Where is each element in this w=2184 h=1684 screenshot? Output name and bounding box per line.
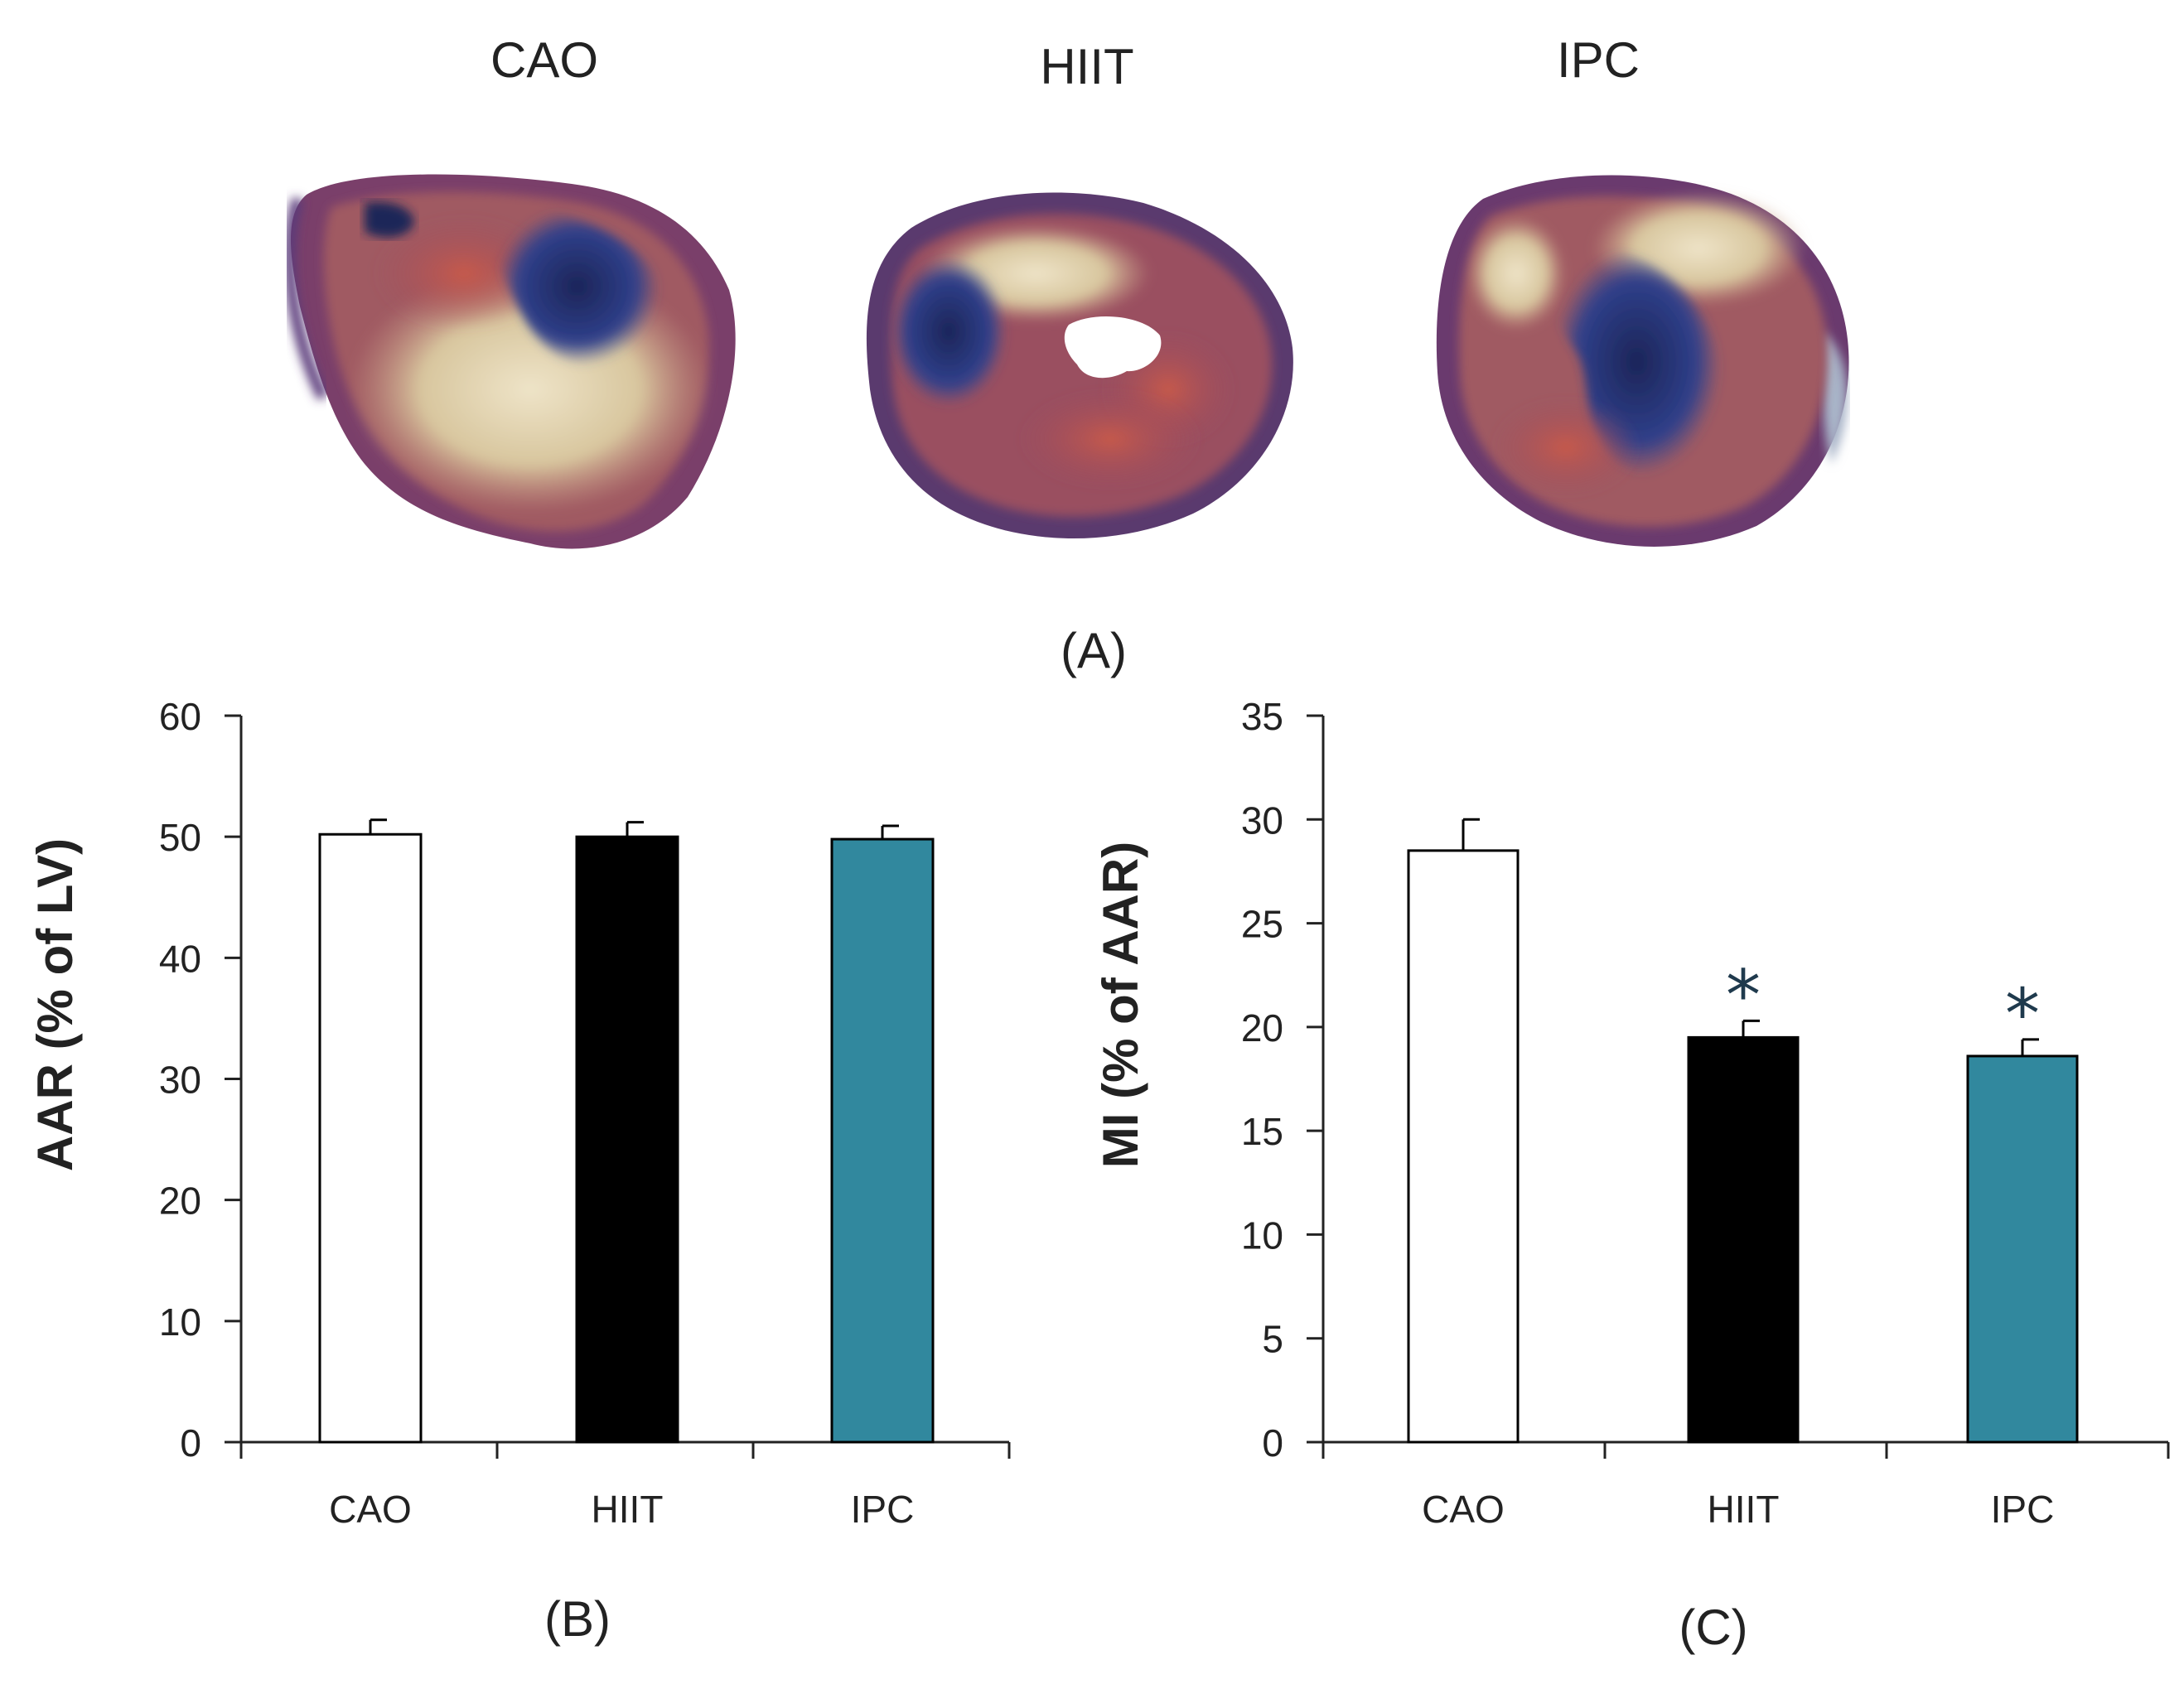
chart-c-x-tick-label-ipc: IPC (1991, 1488, 2055, 1531)
chart-b-y-tick-label: 30 (159, 1059, 201, 1102)
chart-b-y-axis-label: AAR (% of LV) (27, 838, 83, 1171)
chart-c-y-tick-label: 25 (1241, 903, 1283, 946)
chart-b-panel-label: (B) (544, 1591, 611, 1647)
chart-c-significance-hiit: * (1726, 954, 1761, 1035)
chart-b-bar-hiit (575, 835, 679, 1444)
photo-title-ipc: IPC (1557, 32, 1640, 88)
chart-c-bar-cao (1407, 849, 1520, 1444)
chart-b: 0 10 20 30 40 50 60 CAO HIIT IPC AAR (% of LV) (B… (27, 695, 1011, 1647)
chart-c-y-tick-label: 20 (1241, 1006, 1283, 1049)
chart-b-y-tick-label: 40 (159, 937, 201, 980)
heart-slice-cao-photo (284, 174, 736, 549)
chart-c-y-tick-label: 0 (1262, 1421, 1283, 1464)
heart-slice-hiit-photo (866, 192, 1293, 539)
chart-b-y-tick-label: 60 (159, 695, 201, 738)
chart-c-y-tick-label: 35 (1241, 695, 1283, 738)
chart-c-x-tick-label-hiit: HIIT (1708, 1488, 1780, 1531)
chart-c-panel-label: (C) (1679, 1600, 1747, 1655)
chart-c-plot-area: 0 5 10 15 20 25 30 35 CAO * HIIT * IPC (1241, 695, 2170, 1531)
chart-c-x-tick-label-cao: CAO (1422, 1488, 1505, 1531)
chart-c-y-tick-label: 5 (1262, 1318, 1283, 1361)
chart-c-y-axis-label: MI (% of AAR) (1093, 842, 1148, 1168)
chart-b-x-tick-label-cao: CAO (329, 1488, 412, 1531)
photo-title-hiit: HIIT (1040, 39, 1133, 94)
chart-c-significance-ipc: * (2005, 973, 2040, 1054)
chart-c-bar-ipc (1966, 1054, 2079, 1444)
heart-slice-ipc-photo (1436, 175, 1849, 547)
chart-b-plot-area: 0 10 20 30 40 50 60 CAO HIIT IPC (159, 695, 1011, 1531)
chart-c-y-tick-label: 30 (1241, 799, 1283, 842)
chart-b-x-tick-label-hiit: HIIT (592, 1488, 664, 1531)
chart-b-y-tick-label: 0 (180, 1421, 201, 1464)
chart-b-y-tick-label: 50 (159, 816, 201, 859)
chart-c-y-tick-label: 15 (1241, 1110, 1283, 1153)
chart-b-y-tick-label: 10 (159, 1300, 201, 1344)
chart-b-x-tick-label-ipc: IPC (851, 1488, 915, 1531)
chart-b-bar-ipc (830, 837, 935, 1444)
chart-b-y-tick-label: 20 (159, 1180, 201, 1223)
chart-b-bar-cao (318, 832, 423, 1444)
chart-c-y-tick-label: 10 (1241, 1214, 1283, 1257)
chart-c-bar-hiit (1687, 1035, 1800, 1444)
panel-label-a: (A) (1061, 623, 1127, 678)
chart-c: 0 5 10 15 20 25 30 35 CAO * HIIT * IPC MI (% of AAR)… (1093, 695, 2170, 1655)
photo-title-cao: CAO (490, 32, 598, 88)
